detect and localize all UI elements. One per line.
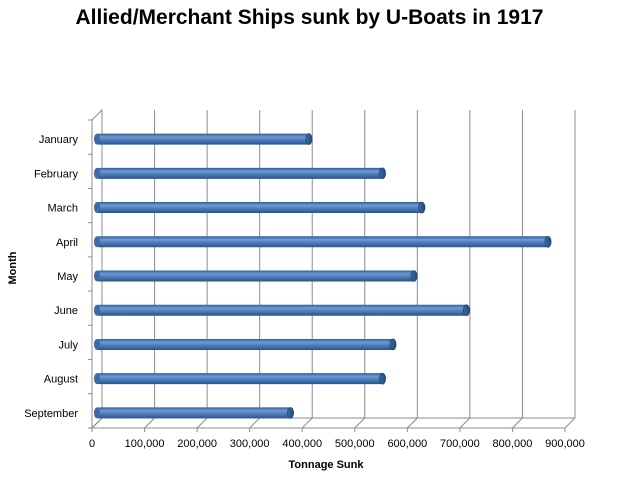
bar-april bbox=[94, 235, 552, 248]
bar-end-cap bbox=[418, 201, 426, 214]
y-tick-label: July bbox=[58, 339, 78, 351]
y-tick-label: January bbox=[39, 134, 79, 146]
y-tick-label: September bbox=[24, 408, 78, 420]
bar-start-cap bbox=[94, 167, 100, 179]
bar-june bbox=[94, 304, 471, 317]
bar-start-cap bbox=[94, 270, 100, 282]
x-tick-label: 400,000 bbox=[282, 438, 322, 450]
floor-gridline bbox=[512, 417, 523, 429]
bar-body bbox=[97, 373, 383, 385]
chart-title: Allied/Merchant Ships sunk by U-Boats in… bbox=[75, 6, 544, 29]
bar-end-cap bbox=[389, 338, 397, 351]
x-tick-label: 200,000 bbox=[177, 438, 217, 450]
y-tick-label: April bbox=[56, 237, 78, 249]
tick-labels: January February March April May June July Augu… bbox=[24, 134, 585, 450]
bar-body bbox=[97, 167, 383, 179]
floor-gridline bbox=[354, 417, 366, 429]
bar-end-cap bbox=[410, 270, 418, 282]
bar-body bbox=[97, 407, 291, 419]
bar-start-cap bbox=[94, 407, 100, 419]
x-axis-title: Tonnage Sunk bbox=[289, 459, 365, 471]
floor-gridline bbox=[459, 417, 471, 429]
bar-july bbox=[94, 338, 397, 351]
floor-gridline bbox=[144, 417, 155, 429]
bar-end-cap bbox=[305, 133, 313, 145]
bar-march bbox=[94, 201, 426, 214]
floor-gridline bbox=[564, 417, 576, 429]
bar-end-cap bbox=[544, 235, 552, 248]
y-tick-label: May bbox=[57, 271, 78, 283]
bar-start-cap bbox=[94, 133, 100, 145]
y-axis-title: Month bbox=[7, 251, 19, 284]
x-tick-label: 600,000 bbox=[387, 438, 427, 450]
x-tick-label: 700,000 bbox=[440, 438, 480, 450]
x-tick-label: 300,000 bbox=[230, 438, 270, 450]
bar-january bbox=[94, 133, 313, 145]
floor-gridline bbox=[406, 417, 418, 429]
bar-start-cap bbox=[94, 236, 100, 248]
bar-start-cap bbox=[94, 202, 100, 214]
y-tick-label: March bbox=[47, 203, 78, 215]
x-tick-label: 900,000 bbox=[545, 438, 585, 450]
bar-body bbox=[97, 270, 414, 282]
bar-end-cap bbox=[463, 304, 471, 317]
bar-september bbox=[94, 407, 294, 419]
bar-body bbox=[97, 133, 309, 145]
bar-body bbox=[97, 236, 548, 248]
bar-february bbox=[94, 167, 386, 180]
y-tick-label: February bbox=[34, 168, 79, 180]
floor-gridline bbox=[249, 417, 261, 429]
x-tick-label: 500,000 bbox=[335, 438, 375, 450]
x-tick-label: 800,000 bbox=[493, 438, 533, 450]
bar-body bbox=[97, 202, 422, 214]
bar-end-cap bbox=[286, 407, 294, 419]
bar-start-cap bbox=[94, 373, 100, 385]
y-tick-label: June bbox=[54, 305, 78, 317]
bar-august bbox=[94, 372, 386, 385]
bar-start-cap bbox=[94, 338, 100, 350]
bar-body bbox=[97, 338, 393, 350]
bar-may bbox=[94, 270, 418, 282]
x-tick-label: 100,000 bbox=[125, 438, 165, 450]
x-tick-label: 0 bbox=[89, 438, 95, 450]
bar-body bbox=[97, 304, 467, 316]
bar-end-cap bbox=[378, 372, 386, 385]
floor-gridline bbox=[196, 417, 208, 429]
bar-start-cap bbox=[94, 304, 100, 316]
y-tick-label: August bbox=[44, 374, 78, 386]
bar-end-cap bbox=[378, 167, 386, 180]
bars bbox=[94, 133, 552, 419]
floor-gridline bbox=[301, 417, 313, 429]
